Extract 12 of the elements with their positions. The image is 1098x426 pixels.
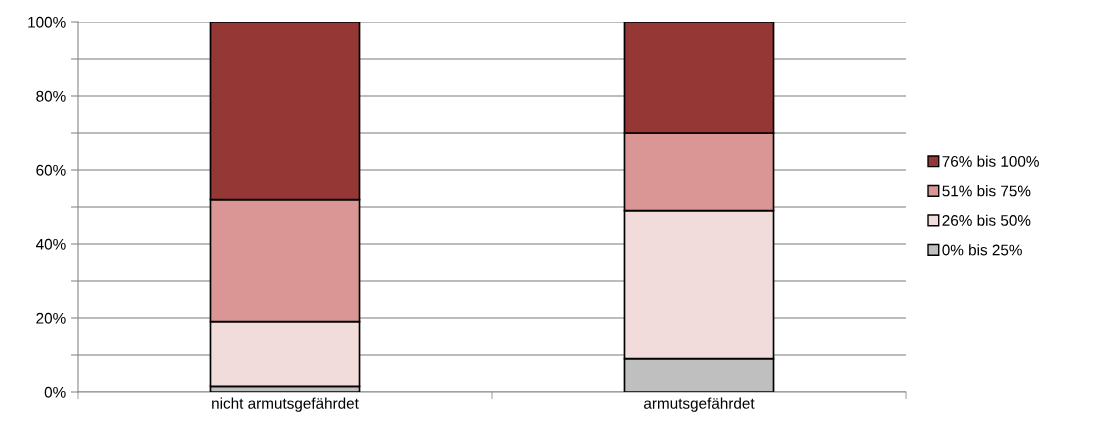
legend-label: 76% bis 100% (942, 155, 1039, 167)
legend-label: 0% bis 25% (942, 244, 1022, 256)
legend-label: 51% bis 75% (942, 185, 1031, 197)
x-tick-label: armutsgefährdet (644, 397, 755, 412)
y-tick-label: 40% (35, 238, 66, 250)
y-tick-label: 60% (36, 164, 66, 176)
y-tick-label: 100% (28, 16, 66, 28)
y-tick-label: 80% (36, 90, 66, 102)
y-tick-label: 0% (44, 386, 66, 398)
legend-label: 26% bis 50% (942, 214, 1031, 226)
x-tick-label: nicht armutsgefährdet (212, 397, 359, 412)
y-tick-label: 20% (36, 312, 66, 324)
